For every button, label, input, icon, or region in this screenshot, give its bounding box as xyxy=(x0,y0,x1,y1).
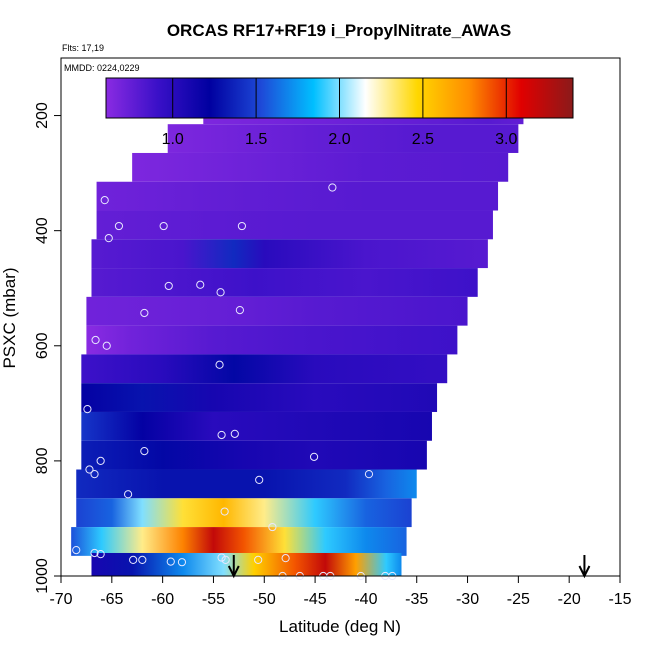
x-tick-label: -50 xyxy=(253,591,276,608)
observation-point xyxy=(123,490,133,499)
observation-point xyxy=(140,447,149,456)
x-tick-label: -15 xyxy=(608,591,631,608)
latitude-arrow xyxy=(578,555,591,579)
colorbar-tick-label: 1.0 xyxy=(162,131,184,148)
heatmap-row xyxy=(81,411,432,441)
observation-point xyxy=(102,341,111,350)
observation-point xyxy=(159,221,168,231)
observation-point xyxy=(85,465,94,474)
observation-point xyxy=(268,522,277,532)
observation-point xyxy=(235,305,244,315)
observation-point xyxy=(177,558,187,567)
heatmap-row xyxy=(81,354,448,384)
colorbar: 1.0 1.5 2.0 2.5 3.0 xyxy=(105,77,574,148)
heatmap-row xyxy=(91,552,402,576)
observation-point xyxy=(230,429,239,438)
observation-point xyxy=(72,546,81,555)
x-tick-label: -60 xyxy=(151,591,174,608)
x-axis-label: Latitude (deg N) xyxy=(279,617,401,636)
y-axis-label: PSXC (mbar) xyxy=(0,267,19,368)
observation-point xyxy=(138,555,147,564)
observation-point xyxy=(217,430,226,440)
observation-point xyxy=(237,221,247,231)
observation-point xyxy=(221,555,230,564)
observation-point xyxy=(166,557,175,566)
flights-annotation: Flts: 17,19 xyxy=(62,43,104,53)
observation-point xyxy=(216,288,225,297)
heatmap-row xyxy=(132,152,509,182)
heatmap-row xyxy=(86,325,458,355)
x-axis: -70 -65 -60 -55 -50 -45 -40 -35 -30 -25 -20 -15 xyxy=(49,576,632,608)
x-tick-label: -20 xyxy=(558,591,581,608)
observation-point xyxy=(90,548,99,558)
heatmap-row xyxy=(91,268,478,297)
observation-point xyxy=(100,196,109,205)
colorbar-tick-label: 3.0 xyxy=(495,131,517,148)
colorbar-tick-label: 1.5 xyxy=(245,131,267,148)
observation-point xyxy=(114,221,124,231)
x-tick-label: -40 xyxy=(354,591,377,608)
dates-annotation: MMDD: 0224,0229 xyxy=(64,63,140,73)
heatmap-row xyxy=(71,527,407,556)
observation-point xyxy=(196,280,205,289)
observation-point xyxy=(90,470,99,479)
y-tick-label: 1000 xyxy=(34,558,51,594)
heatmap-layer xyxy=(71,95,524,576)
observation-point xyxy=(129,555,138,564)
heatmap-row xyxy=(76,469,417,499)
x-tick-label: -70 xyxy=(49,591,72,608)
x-tick-label: -25 xyxy=(507,591,530,608)
y-tick-label: 200 xyxy=(34,102,51,129)
observation-point xyxy=(328,183,337,192)
observation-point xyxy=(220,507,229,516)
observation-point xyxy=(309,452,319,461)
x-tick-label: -45 xyxy=(304,591,327,608)
x-tick-label: -65 xyxy=(100,591,123,608)
heatmap-row xyxy=(76,498,412,528)
heatmap-row xyxy=(91,239,488,269)
observation-point xyxy=(255,475,264,484)
observation-point xyxy=(96,456,105,465)
y-tick-label: 800 xyxy=(34,447,51,474)
observation-point xyxy=(83,404,92,414)
observation-point xyxy=(281,554,290,563)
heatmap-row xyxy=(96,181,499,211)
observation-point xyxy=(164,281,173,291)
heatmap-row xyxy=(86,296,468,326)
observation-point xyxy=(104,234,113,243)
observation-point xyxy=(96,550,105,559)
x-tick-label: -35 xyxy=(405,591,428,608)
chart-title: ORCAS RF17+RF19 i_PropylNitrate_AWAS xyxy=(167,21,511,40)
y-tick-label: 400 xyxy=(34,217,51,244)
observation-point xyxy=(91,335,100,345)
y-axis: 200 400 600 800 1000 xyxy=(34,102,61,594)
observation-point xyxy=(140,308,149,318)
observation-point xyxy=(215,360,224,369)
heatmap-row xyxy=(81,383,438,412)
observation-point xyxy=(364,470,374,479)
heatmap-row xyxy=(96,210,493,240)
x-tick-label: -30 xyxy=(456,591,479,608)
heatmap-row xyxy=(81,440,427,470)
colorbar-tick-label: 2.0 xyxy=(328,131,350,148)
plot-frame xyxy=(60,57,621,577)
heatmap-row xyxy=(167,124,519,153)
colorbar-tick-label: 2.5 xyxy=(412,131,434,148)
x-tick-label: -55 xyxy=(202,591,225,608)
observation-point xyxy=(254,555,263,564)
y-tick-label: 600 xyxy=(34,332,51,359)
observation-point xyxy=(217,553,226,562)
